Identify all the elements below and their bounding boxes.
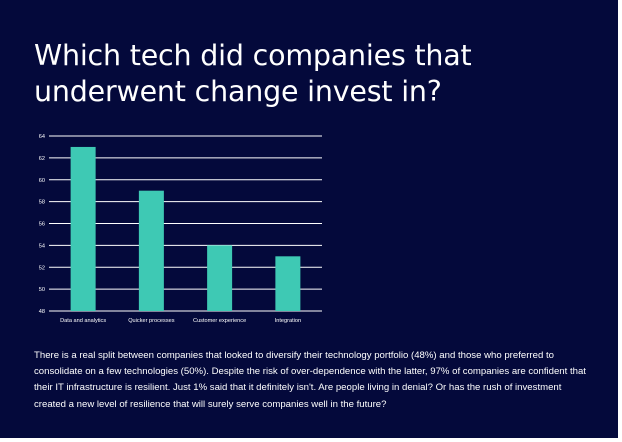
y-tick-label: 60: [39, 178, 45, 184]
bar: [70, 146, 96, 311]
x-tick-label: Customer experience: [193, 318, 246, 324]
y-tick-label: 48: [39, 309, 45, 315]
x-tick-label: Quicker processes: [128, 318, 175, 324]
y-tick-label: 58: [39, 200, 45, 206]
y-tick-label: 50: [39, 287, 45, 293]
x-tick-label: Data and analytics: [60, 318, 106, 324]
bar: [138, 190, 164, 311]
y-tick-label: 54: [39, 243, 45, 249]
body-paragraph: There is a real split between companies …: [34, 350, 586, 410]
y-tick-label: 62: [39, 156, 45, 162]
bar: [207, 245, 233, 311]
bar: [275, 256, 301, 311]
x-tick-label: Integration: [275, 318, 301, 324]
bar-chart: 48 50 52 54 56 58 60 62 64 Data and analytics Quic…: [39, 134, 322, 324]
slide-title: Which tech did companies that underwent …: [34, 39, 472, 108]
y-tick-label: 64: [39, 134, 45, 140]
y-tick-label: 56: [39, 222, 45, 228]
y-tick-label: 52: [39, 265, 45, 271]
